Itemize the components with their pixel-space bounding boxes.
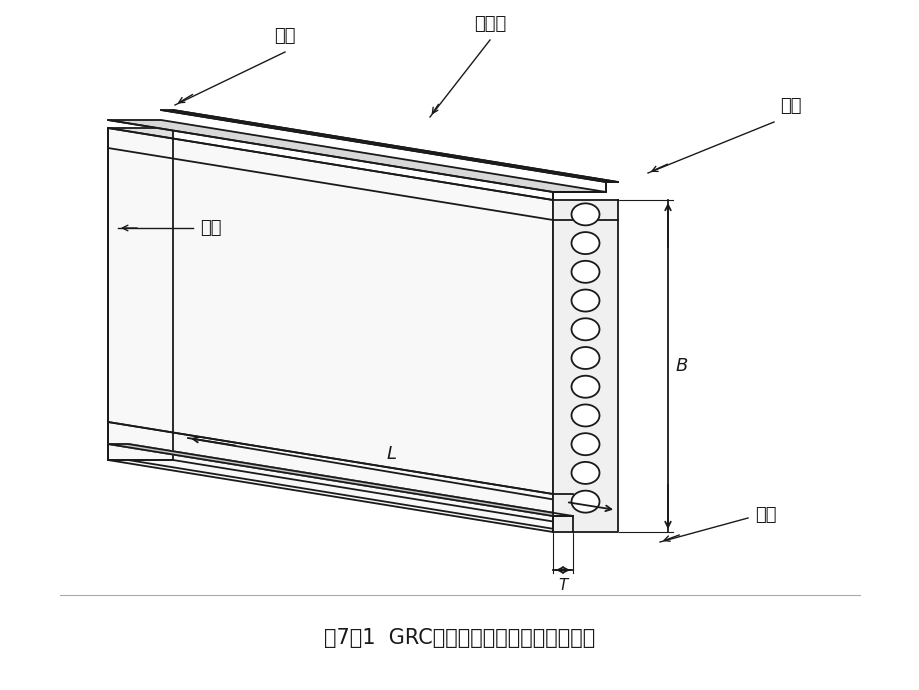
Ellipse shape bbox=[571, 376, 599, 397]
Polygon shape bbox=[108, 128, 173, 460]
Text: 板边: 板边 bbox=[274, 27, 295, 45]
Polygon shape bbox=[108, 460, 618, 532]
Ellipse shape bbox=[571, 232, 599, 254]
Text: 榫头: 榫头 bbox=[779, 97, 800, 115]
Polygon shape bbox=[108, 120, 606, 192]
Text: 板端: 板端 bbox=[199, 219, 221, 237]
Polygon shape bbox=[108, 128, 552, 532]
Polygon shape bbox=[108, 444, 573, 516]
Ellipse shape bbox=[571, 204, 599, 226]
Ellipse shape bbox=[571, 433, 599, 455]
Ellipse shape bbox=[571, 347, 599, 369]
Polygon shape bbox=[552, 200, 618, 532]
Polygon shape bbox=[161, 110, 618, 182]
Ellipse shape bbox=[571, 261, 599, 283]
Ellipse shape bbox=[571, 462, 599, 484]
Ellipse shape bbox=[571, 290, 599, 312]
Text: 接缝榫: 接缝榫 bbox=[473, 15, 505, 33]
Text: T: T bbox=[558, 578, 567, 593]
Text: 榫槽: 榫槽 bbox=[754, 506, 776, 524]
Text: 图7．1  GRC轻质多孔隔墙条板外形示意图: 图7．1 GRC轻质多孔隔墙条板外形示意图 bbox=[324, 628, 595, 648]
Ellipse shape bbox=[571, 318, 599, 340]
Text: B: B bbox=[675, 357, 687, 375]
Ellipse shape bbox=[571, 491, 599, 513]
Text: L: L bbox=[387, 445, 397, 463]
Ellipse shape bbox=[571, 404, 599, 426]
